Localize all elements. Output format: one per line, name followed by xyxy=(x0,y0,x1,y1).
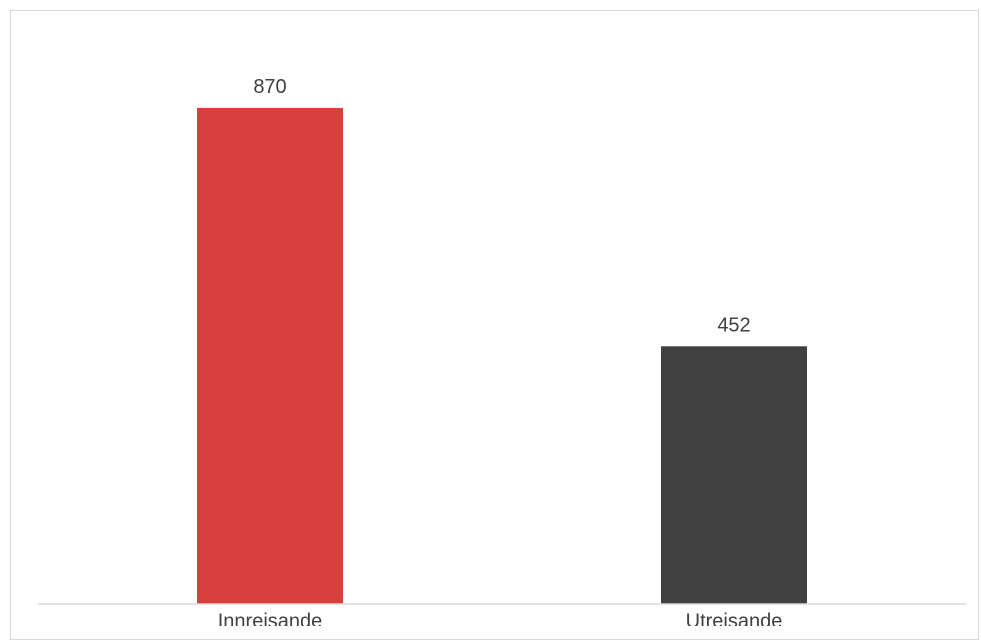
x-tick-label-utreisande: Utreisande xyxy=(686,611,783,626)
x-tick-label-innreisande: Innreisande xyxy=(218,611,323,626)
bar-innreisande xyxy=(197,107,343,605)
bar-chart: 870 452 Innreisande Utreisande xyxy=(38,76,966,626)
data-labels-group: 870 452 xyxy=(253,76,750,336)
bars-group xyxy=(197,107,807,605)
bar-utreisande xyxy=(661,346,807,604)
chart-area xyxy=(10,10,979,640)
data-label-innreisande: 870 xyxy=(253,76,286,98)
data-label-utreisande: 452 xyxy=(717,314,750,336)
x-tick-labels-group: Innreisande Utreisande xyxy=(218,611,783,626)
